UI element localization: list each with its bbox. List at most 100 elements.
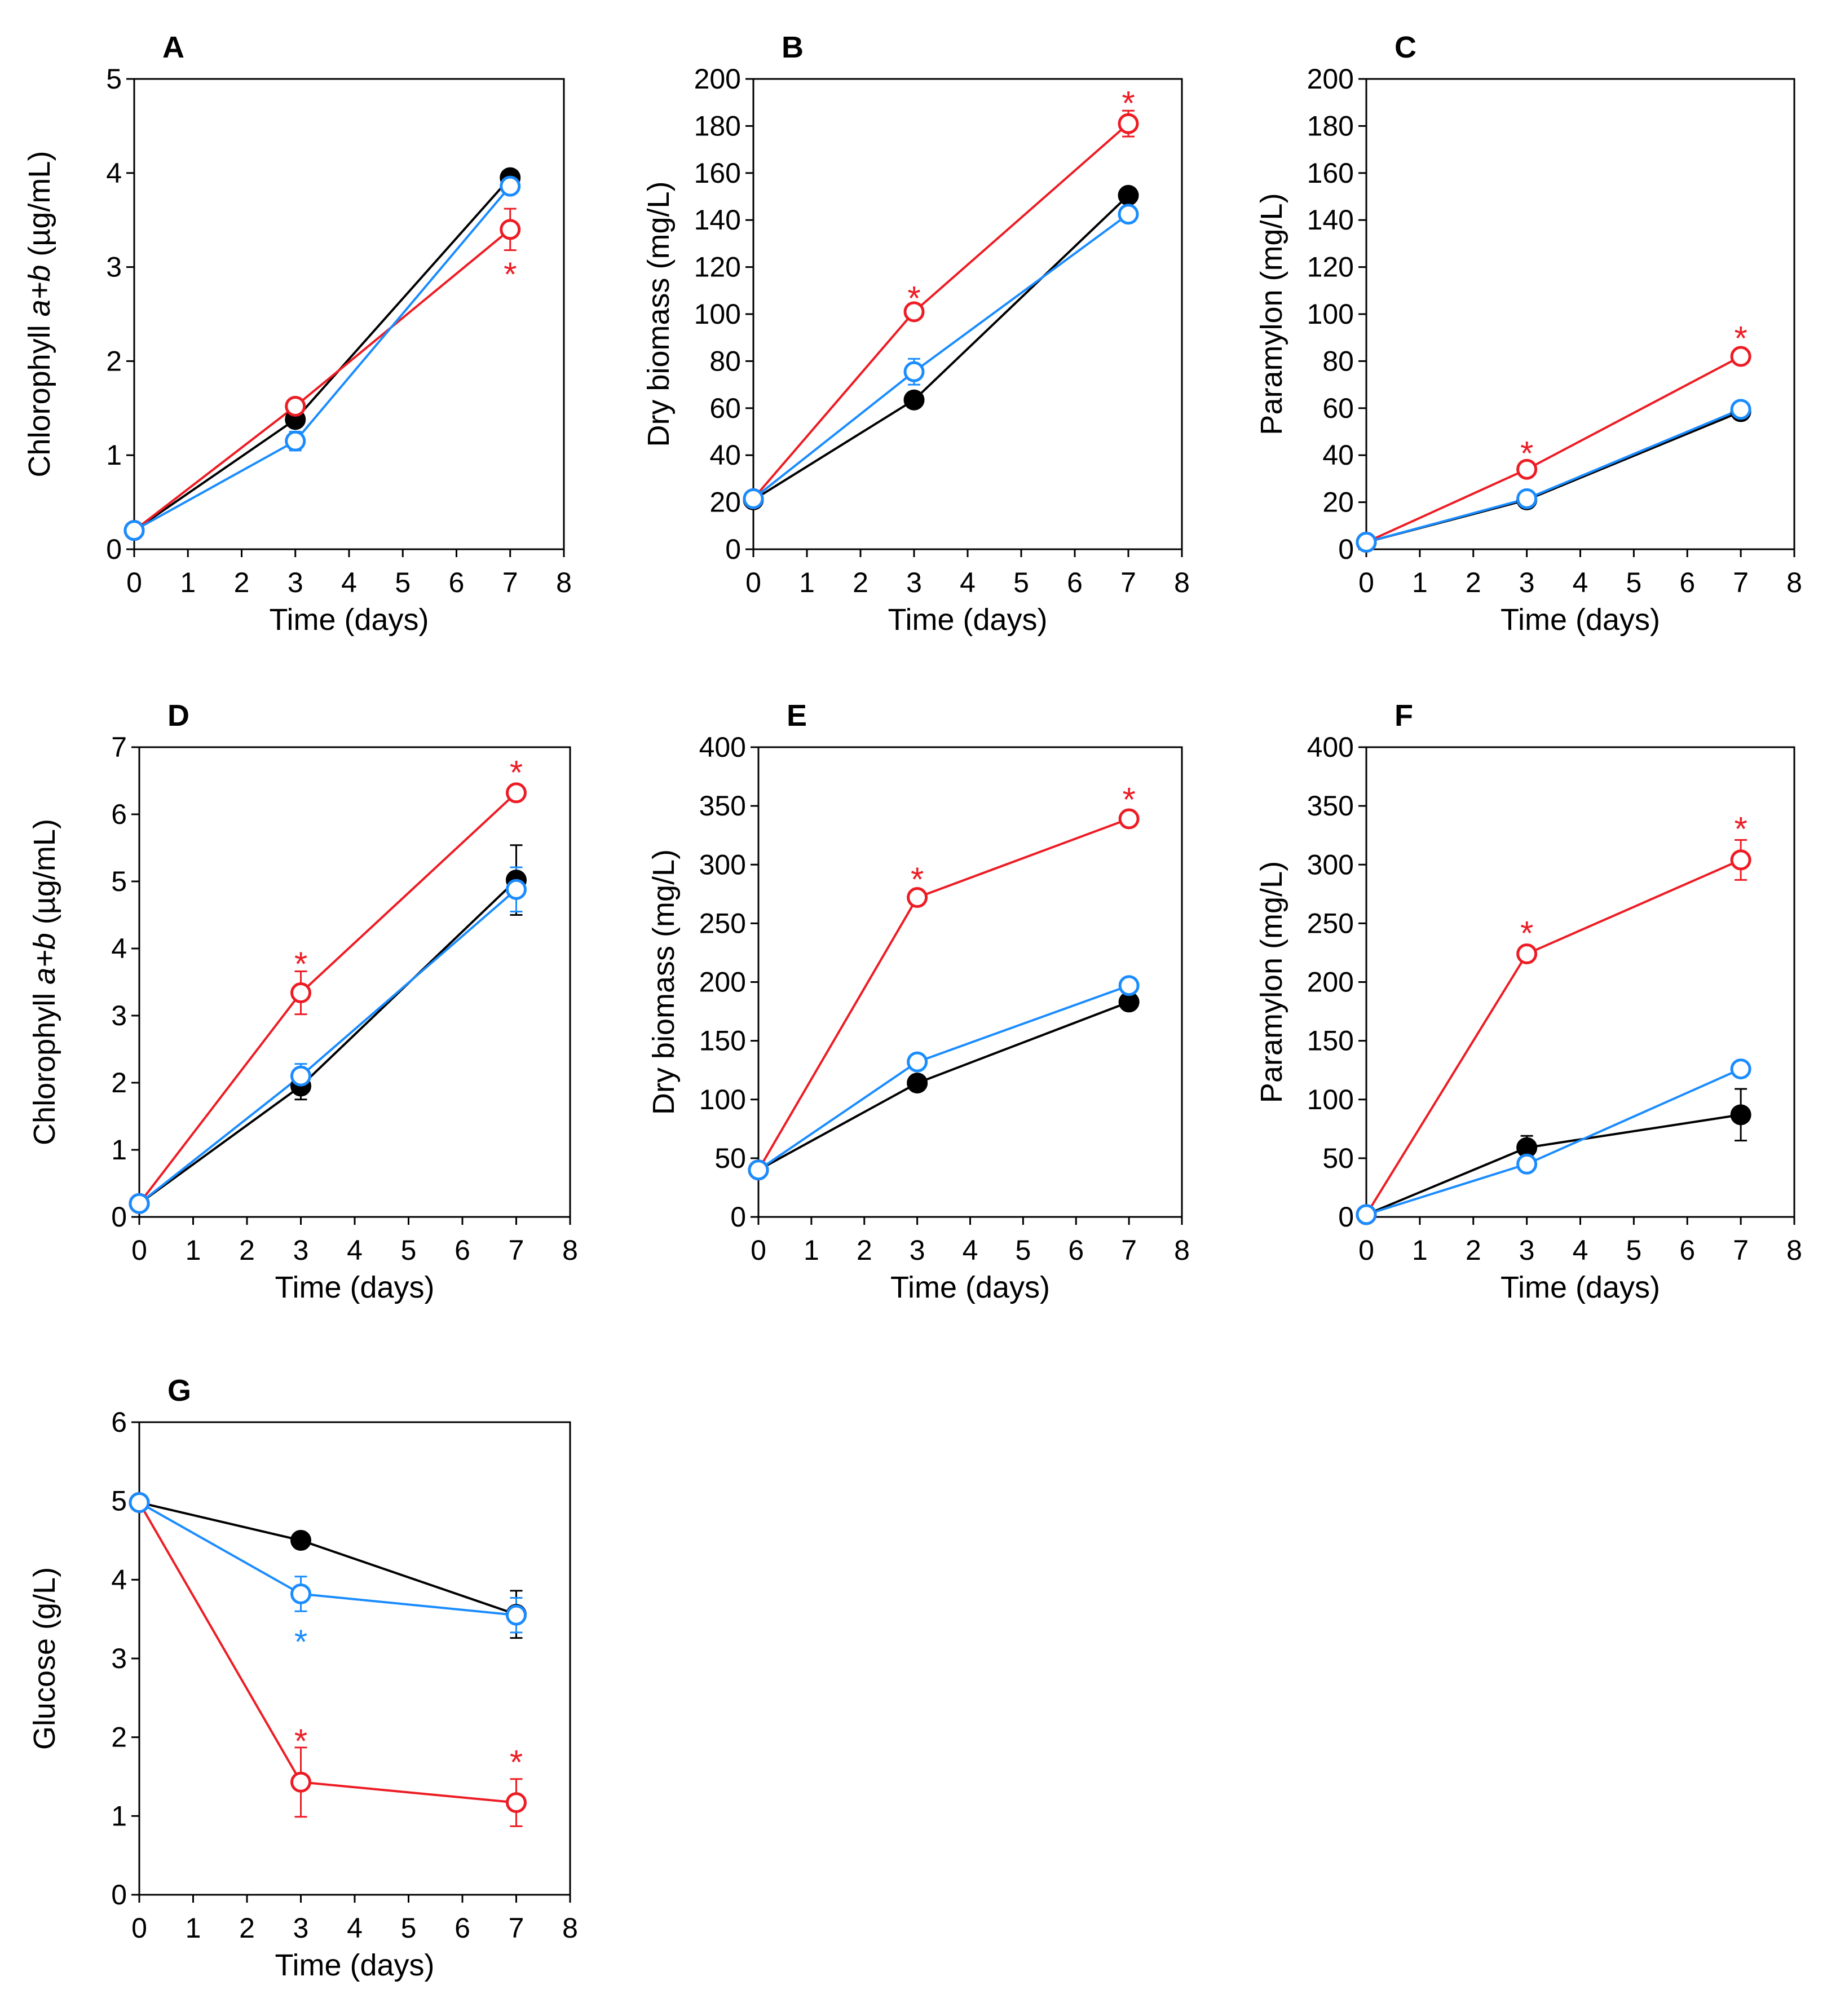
x-tick-label: 7 bbox=[1733, 567, 1749, 598]
x-tick-label: 5 bbox=[1626, 567, 1641, 598]
data-point-blue bbox=[903, 361, 925, 382]
data-point-blue bbox=[1356, 531, 1377, 553]
series-line-red bbox=[133, 228, 511, 532]
y-axis-title-part: Chlorophyll bbox=[23, 316, 56, 477]
x-tick-label: 7 bbox=[1121, 1234, 1137, 1266]
y-axis-title: Paramylon (mg/L) bbox=[1255, 193, 1288, 435]
x-tick-label: 7 bbox=[1120, 567, 1136, 598]
data-point-blue bbox=[290, 1065, 311, 1087]
data-point-red bbox=[1118, 808, 1140, 830]
x-tick-label: 6 bbox=[1067, 567, 1083, 598]
x-axis-title: Time (days) bbox=[275, 1271, 434, 1304]
y-tick-label: 300 bbox=[699, 849, 746, 880]
y-axis-title-part: Glucose (g/L) bbox=[28, 1567, 61, 1750]
data-point-blue bbox=[290, 1583, 311, 1604]
x-tick-label: 6 bbox=[454, 1912, 470, 1944]
plot-frame bbox=[1365, 746, 1795, 1218]
data-point-blue bbox=[1516, 488, 1538, 509]
x-axis-title: Time (days) bbox=[275, 1948, 434, 1982]
x-tick-label: 7 bbox=[509, 1234, 524, 1266]
y-tick-label: 6 bbox=[111, 799, 127, 830]
data-point-blue bbox=[500, 175, 521, 197]
y-tick-label: 150 bbox=[699, 1025, 746, 1057]
panel-g: G 0 1 2 3 4 5 6 0 1 2 3 4 5 6 7 8 Time (days) Glucose (g/L… bbox=[28, 1374, 578, 1982]
x-tick-label: 0 bbox=[1358, 567, 1374, 598]
panel-letter: G bbox=[167, 1374, 191, 1408]
x-tick-label: 7 bbox=[502, 567, 518, 598]
y-tick-label: 200 bbox=[1307, 63, 1354, 95]
series-line-blue bbox=[752, 213, 1129, 500]
y-tick-label: 2 bbox=[111, 1722, 127, 1753]
y-tick-label: 3 bbox=[111, 1643, 127, 1674]
y-tick-label: 400 bbox=[699, 731, 746, 763]
y-axis-title-part: (µg/mL) bbox=[23, 151, 56, 265]
data-point-red bbox=[907, 887, 928, 908]
data-point-blue bbox=[285, 430, 306, 452]
data-point-red bbox=[290, 982, 311, 1004]
y-tick-label: 160 bbox=[694, 157, 741, 189]
x-tick-label: 6 bbox=[1679, 1234, 1695, 1266]
x-tick-label: 5 bbox=[1015, 1234, 1031, 1266]
y-tick-label: 2 bbox=[111, 1067, 127, 1099]
significance-marker: * bbox=[504, 255, 517, 293]
data-point-red bbox=[1730, 346, 1751, 367]
panel-d: D 0 1 2 3 4 5 6 7 0 1 2 3 4 5 6 7 8 Time (days) Chlorophyll… bbox=[28, 699, 578, 1304]
x-tick-label: 5 bbox=[401, 1912, 417, 1944]
data-point-black bbox=[907, 1073, 928, 1094]
y-tick-label: 0 bbox=[725, 533, 741, 565]
y-tick-label: 0 bbox=[106, 533, 122, 565]
y-tick-label: 180 bbox=[694, 110, 741, 142]
y-tick-label: 50 bbox=[1322, 1142, 1354, 1174]
data-point-red bbox=[1730, 849, 1751, 871]
y-axis-title-part: Dry biomass (mg/L) bbox=[647, 849, 681, 1115]
x-tick-label: 1 bbox=[799, 567, 815, 598]
significance-marker: * bbox=[907, 279, 920, 317]
x-tick-label: 2 bbox=[234, 567, 250, 598]
x-tick-label: 2 bbox=[1466, 567, 1481, 598]
data-point-red bbox=[500, 219, 521, 240]
y-tick-label: 80 bbox=[1322, 345, 1354, 377]
x-tick-label: 3 bbox=[906, 567, 922, 598]
data-point-black bbox=[1730, 1104, 1751, 1126]
x-tick-label: 0 bbox=[131, 1912, 147, 1944]
y-tick-label: 160 bbox=[1307, 157, 1354, 189]
significance-marker: * bbox=[1734, 319, 1747, 357]
y-tick-label: 140 bbox=[1307, 204, 1354, 236]
x-tick-label: 1 bbox=[1412, 1234, 1428, 1266]
x-tick-label: 4 bbox=[1573, 567, 1588, 598]
x-tick-label: 1 bbox=[186, 1912, 201, 1944]
x-tick-label: 3 bbox=[293, 1234, 309, 1266]
x-tick-label: 4 bbox=[347, 1234, 363, 1266]
x-tick-label: 3 bbox=[293, 1912, 309, 1944]
x-tick-label: 3 bbox=[1519, 1234, 1535, 1266]
y-axis-title: Dry biomass (mg/L) bbox=[647, 849, 681, 1115]
y-tick-label: 7 bbox=[111, 731, 127, 763]
x-tick-label: 0 bbox=[1358, 1234, 1374, 1266]
plot-frame bbox=[138, 746, 571, 1218]
panel-letter: E bbox=[787, 699, 807, 733]
data-point-blue bbox=[506, 879, 527, 900]
significance-marker: * bbox=[294, 1623, 307, 1661]
data-point-black bbox=[290, 1530, 311, 1551]
y-tick-label: 100 bbox=[1307, 1084, 1354, 1115]
data-point-blue bbox=[123, 520, 145, 541]
y-axis-title: Chlorophyll a+b (µg/mL) bbox=[28, 819, 61, 1145]
data-point-blue bbox=[1356, 1204, 1377, 1225]
y-tick-label: 200 bbox=[699, 967, 746, 998]
panel-letter: C bbox=[1394, 30, 1416, 64]
x-tick-label: 8 bbox=[1786, 1234, 1802, 1266]
x-tick-label: 4 bbox=[963, 1234, 978, 1266]
data-point-blue bbox=[743, 488, 764, 509]
x-tick-label: 2 bbox=[239, 1912, 255, 1944]
data-point-red bbox=[1516, 943, 1538, 965]
x-tick-label: 0 bbox=[126, 567, 142, 598]
x-axis-title: Time (days) bbox=[890, 1271, 1050, 1304]
y-tick-label: 60 bbox=[1322, 392, 1354, 424]
data-point-blue bbox=[129, 1492, 150, 1513]
series-line-black bbox=[758, 1001, 1129, 1171]
series-line-blue bbox=[1366, 1067, 1741, 1216]
significance-marker: * bbox=[294, 945, 307, 983]
y-tick-label: 200 bbox=[1307, 967, 1354, 998]
series-line-blue bbox=[134, 185, 511, 532]
panel-f: F 0 50 100 150 200 250 300 350 400 0 1 2 3 4 5 6 7 8 Time (… bbox=[1255, 699, 1802, 1304]
